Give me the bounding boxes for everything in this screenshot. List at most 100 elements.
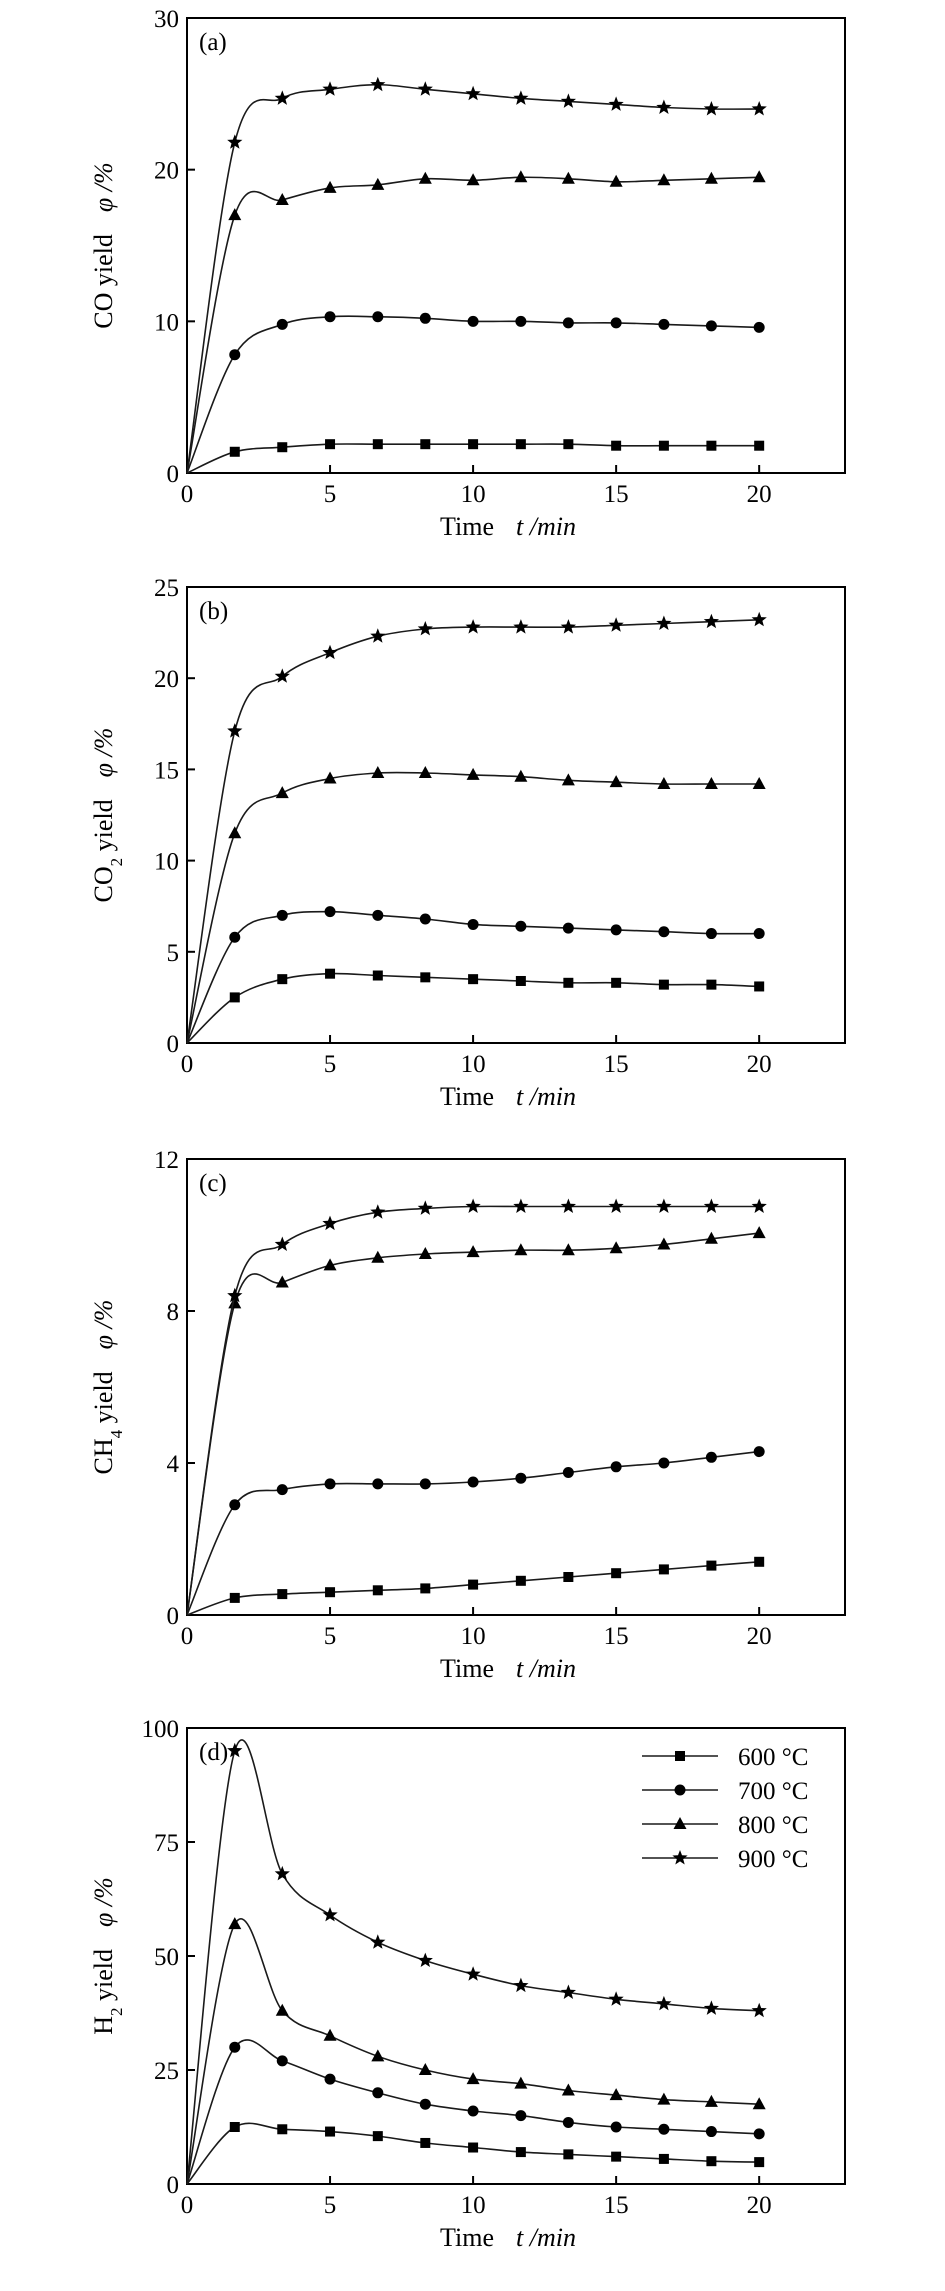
data-point-circle bbox=[229, 1499, 241, 1511]
x-tick-label: 0 bbox=[181, 2192, 194, 2219]
data-point-triangle bbox=[752, 170, 766, 183]
data-point-circle bbox=[562, 317, 574, 329]
data-point-square bbox=[468, 2142, 479, 2153]
x-tick-label: 5 bbox=[324, 1623, 337, 1650]
data-point-star bbox=[656, 1995, 672, 2011]
series-line bbox=[186, 1205, 760, 1616]
series-line bbox=[186, 176, 760, 474]
data-point-triangle bbox=[466, 767, 480, 780]
x-axis-label-text: Time bbox=[440, 1654, 494, 1683]
data-point-triangle bbox=[323, 1258, 337, 1271]
data-point-square bbox=[706, 1560, 717, 1571]
data-point-square bbox=[420, 2137, 431, 2148]
data-point-square bbox=[611, 1568, 622, 1579]
data-point-square bbox=[229, 1592, 240, 1603]
data-point-circle bbox=[753, 1446, 765, 1458]
chart-panel-2: 0 5 10 15 20 0 5 10 15 20 25 (b) Time t /min CO2 yield… bbox=[89, 575, 846, 1111]
data-point-square bbox=[611, 2151, 622, 2162]
y-axis-label-subscript: 4 bbox=[107, 1429, 126, 1438]
legend-label: 700 °C bbox=[738, 1778, 808, 1805]
data-point-star bbox=[227, 1742, 243, 1758]
series-circle bbox=[186, 1446, 765, 1616]
data-point-square bbox=[658, 979, 669, 990]
data-point-circle bbox=[419, 913, 431, 925]
y-axis-symbol: φ /% bbox=[89, 1877, 118, 1927]
data-point-circle bbox=[705, 2126, 717, 2138]
data-point-star bbox=[560, 619, 576, 634]
data-point-triangle bbox=[466, 2072, 480, 2085]
y-tick-label: 4 bbox=[167, 1451, 180, 1478]
x-tick-label: 15 bbox=[604, 481, 629, 508]
x-tick-label: 0 bbox=[181, 481, 194, 508]
data-point-circle bbox=[515, 315, 527, 327]
y-tick-label: 8 bbox=[167, 1299, 180, 1326]
data-point-circle bbox=[705, 1451, 717, 1463]
legend-item: 600 °C bbox=[642, 1744, 808, 1771]
x-tick-label: 0 bbox=[181, 1051, 194, 1078]
data-point-square bbox=[706, 2156, 717, 2167]
data-point-triangle bbox=[466, 1245, 480, 1258]
y-axis-label-suffix: yield bbox=[89, 1371, 118, 1430]
series-star bbox=[186, 611, 767, 1044]
data-point-triangle bbox=[418, 766, 432, 779]
series-line bbox=[186, 315, 760, 474]
data-point-star bbox=[608, 1198, 624, 1213]
data-point-square bbox=[563, 1572, 574, 1582]
data-point-square bbox=[468, 1579, 479, 1590]
y-axis-label-subscript: 2 bbox=[107, 2007, 126, 2016]
data-point-triangle bbox=[418, 2063, 432, 2075]
data-point-circle bbox=[610, 317, 622, 329]
data-point-triangle bbox=[371, 1250, 385, 1263]
data-point-star bbox=[608, 617, 624, 632]
series-star bbox=[186, 76, 767, 474]
data-point-square bbox=[372, 1585, 383, 1596]
data-point-circle bbox=[610, 1461, 622, 1473]
data-point-star bbox=[703, 1198, 719, 1213]
data-point-star bbox=[751, 1198, 767, 1213]
x-tick-label: 5 bbox=[324, 481, 337, 508]
data-point-triangle bbox=[228, 826, 242, 839]
series-line bbox=[186, 619, 760, 1044]
data-point-circle bbox=[658, 1457, 670, 1469]
panel-label: (a) bbox=[199, 29, 227, 56]
chart-panel-4: 0 5 10 15 20 0 25 50 75 100 (d) Time t /min H2 yield φ… bbox=[89, 1716, 846, 2252]
data-point-star bbox=[322, 644, 338, 660]
y-tick-label: 30 bbox=[154, 6, 179, 33]
y-tick-label: 12 bbox=[154, 1147, 179, 1174]
data-point-square bbox=[277, 974, 288, 985]
data-point-triangle bbox=[228, 1917, 242, 1930]
y-tick-label: 100 bbox=[142, 1716, 180, 1743]
data-point-star bbox=[227, 723, 243, 738]
data-point-triangle bbox=[275, 193, 289, 205]
data-point-star bbox=[417, 81, 433, 96]
legend-marker-circle bbox=[674, 1784, 686, 1796]
y-tick-label: 5 bbox=[167, 940, 180, 967]
x-tick-label: 10 bbox=[461, 2192, 486, 2219]
data-point-circle bbox=[324, 311, 336, 323]
data-point-square bbox=[277, 442, 288, 453]
data-point-triangle bbox=[561, 1243, 575, 1256]
data-point-star bbox=[656, 1198, 672, 1213]
data-point-triangle bbox=[371, 2049, 385, 2062]
data-point-circle bbox=[372, 2087, 384, 2099]
series-circle bbox=[186, 311, 765, 474]
data-point-circle bbox=[562, 1467, 574, 1478]
data-point-triangle bbox=[418, 1247, 432, 1259]
y-axis-symbol: φ /% bbox=[89, 728, 118, 778]
x-axis-label-text: Time bbox=[440, 512, 494, 541]
y-axis-symbol: φ /% bbox=[89, 1300, 118, 1350]
data-point-square bbox=[515, 2147, 526, 2158]
data-point-triangle bbox=[609, 1241, 623, 1254]
y-tick-label: 10 bbox=[154, 309, 179, 336]
data-point-square bbox=[611, 977, 622, 988]
data-point-star bbox=[703, 101, 719, 116]
x-tick-label: 10 bbox=[461, 1623, 486, 1650]
data-point-circle bbox=[705, 928, 717, 940]
data-point-triangle bbox=[323, 771, 337, 784]
data-point-star bbox=[513, 1977, 529, 1993]
data-point-star bbox=[465, 619, 481, 634]
y-axis-label-text: H bbox=[89, 2016, 118, 2035]
y-axis-label: CH4 yield φ /% bbox=[89, 1300, 126, 1475]
y-axis-label: CO2 yield φ /% bbox=[89, 728, 126, 903]
